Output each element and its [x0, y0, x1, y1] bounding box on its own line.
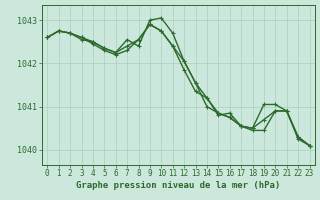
X-axis label: Graphe pression niveau de la mer (hPa): Graphe pression niveau de la mer (hPa): [76, 181, 281, 190]
